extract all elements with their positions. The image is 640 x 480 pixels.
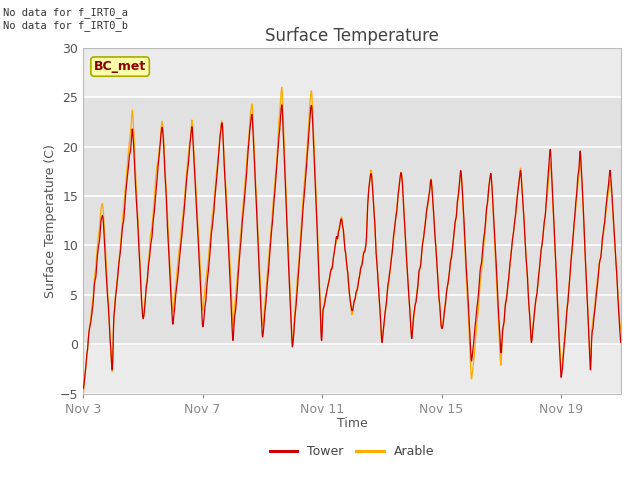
Text: BC_met: BC_met xyxy=(94,60,146,73)
Title: Surface Temperature: Surface Temperature xyxy=(265,27,439,45)
X-axis label: Time: Time xyxy=(337,417,367,430)
Y-axis label: Surface Temperature (C): Surface Temperature (C) xyxy=(44,144,57,298)
Legend: Tower, Arable: Tower, Arable xyxy=(265,440,439,463)
Bar xyxy=(83,97,621,344)
Text: No data for f_IRT0_a
No data for f_IRT0_b: No data for f_IRT0_a No data for f_IRT0_… xyxy=(3,7,128,31)
